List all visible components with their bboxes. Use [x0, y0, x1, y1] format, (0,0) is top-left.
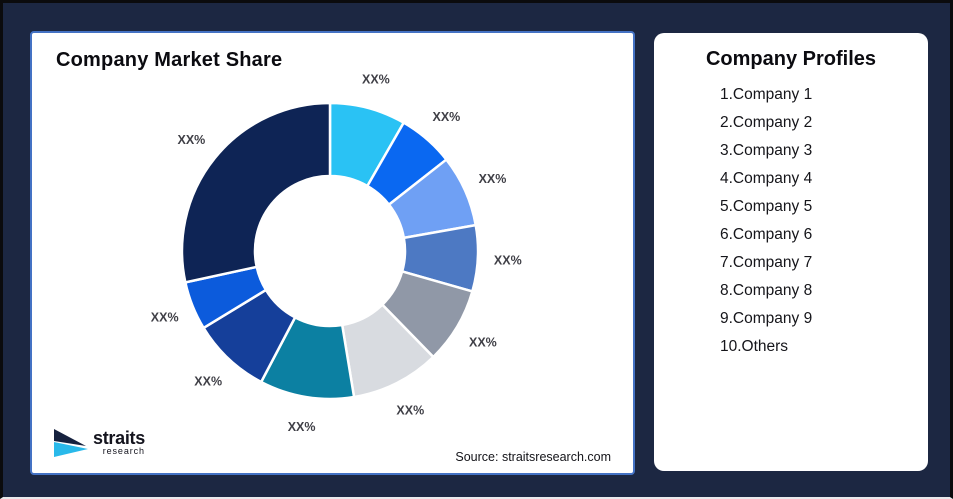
profile-list-item: 5.Company 5	[720, 198, 813, 215]
donut-segment-label: XX%	[362, 73, 390, 87]
source-attribution: Source: straitsresearch.com	[455, 450, 611, 464]
company-profiles-card: Company Profiles 1.Company 1 2.Company 2 3…	[654, 33, 928, 471]
profile-list-item: 4.Company 4	[720, 170, 813, 187]
donut-segment-label: XX%	[178, 133, 206, 147]
chart-title: Company Market Share	[56, 49, 283, 71]
logo-text: straits research	[93, 429, 145, 457]
profile-list-item: 1.Company 1	[720, 86, 813, 103]
logo-dark-arrow-shape	[54, 429, 86, 446]
profile-list-item: 6.Company 6	[720, 226, 813, 243]
profile-list-item: 7.Company 7	[720, 254, 813, 271]
donut-segment-10	[180, 101, 332, 284]
logo-cyan-arrow-shape	[54, 442, 88, 457]
logo-arrows-icon	[54, 429, 88, 457]
market-share-card: Company Market Share XX% XX% XX% XX% XX% XX% X…	[30, 31, 635, 475]
logo-subbrand-text: research	[102, 446, 145, 457]
donut-segment-label: XX%	[396, 403, 424, 417]
profile-list-item: 3.Company 3	[720, 142, 813, 159]
donut-segment-label: XX%	[494, 253, 522, 267]
donut-segment-label: XX%	[288, 420, 316, 434]
donut-segment-label: XX%	[433, 110, 461, 124]
profile-list-item: 10.Others	[720, 338, 789, 355]
logo-brand-text: straits	[93, 428, 145, 449]
straits-research-logo: straits research	[54, 429, 145, 457]
profiles-list: 1.Company 1 2.Company 2 3.Company 3 4.Compa…	[720, 81, 812, 361]
donut-chart: XX% XX% XX% XX% XX% XX% XX% XX% XX% XX%	[151, 73, 522, 435]
profile-list-item: 8.Company 8	[720, 282, 813, 299]
profile-list-item: 2.Company 2	[720, 114, 813, 131]
donut-segment-label: XX%	[151, 311, 179, 325]
donut-segment-label: XX%	[194, 374, 222, 388]
donut-segment-label: XX%	[479, 172, 507, 186]
profiles-title: Company Profiles	[705, 48, 877, 70]
donut-segment-label: XX%	[469, 336, 497, 350]
profile-list-item: 9.Company 9	[720, 310, 813, 327]
